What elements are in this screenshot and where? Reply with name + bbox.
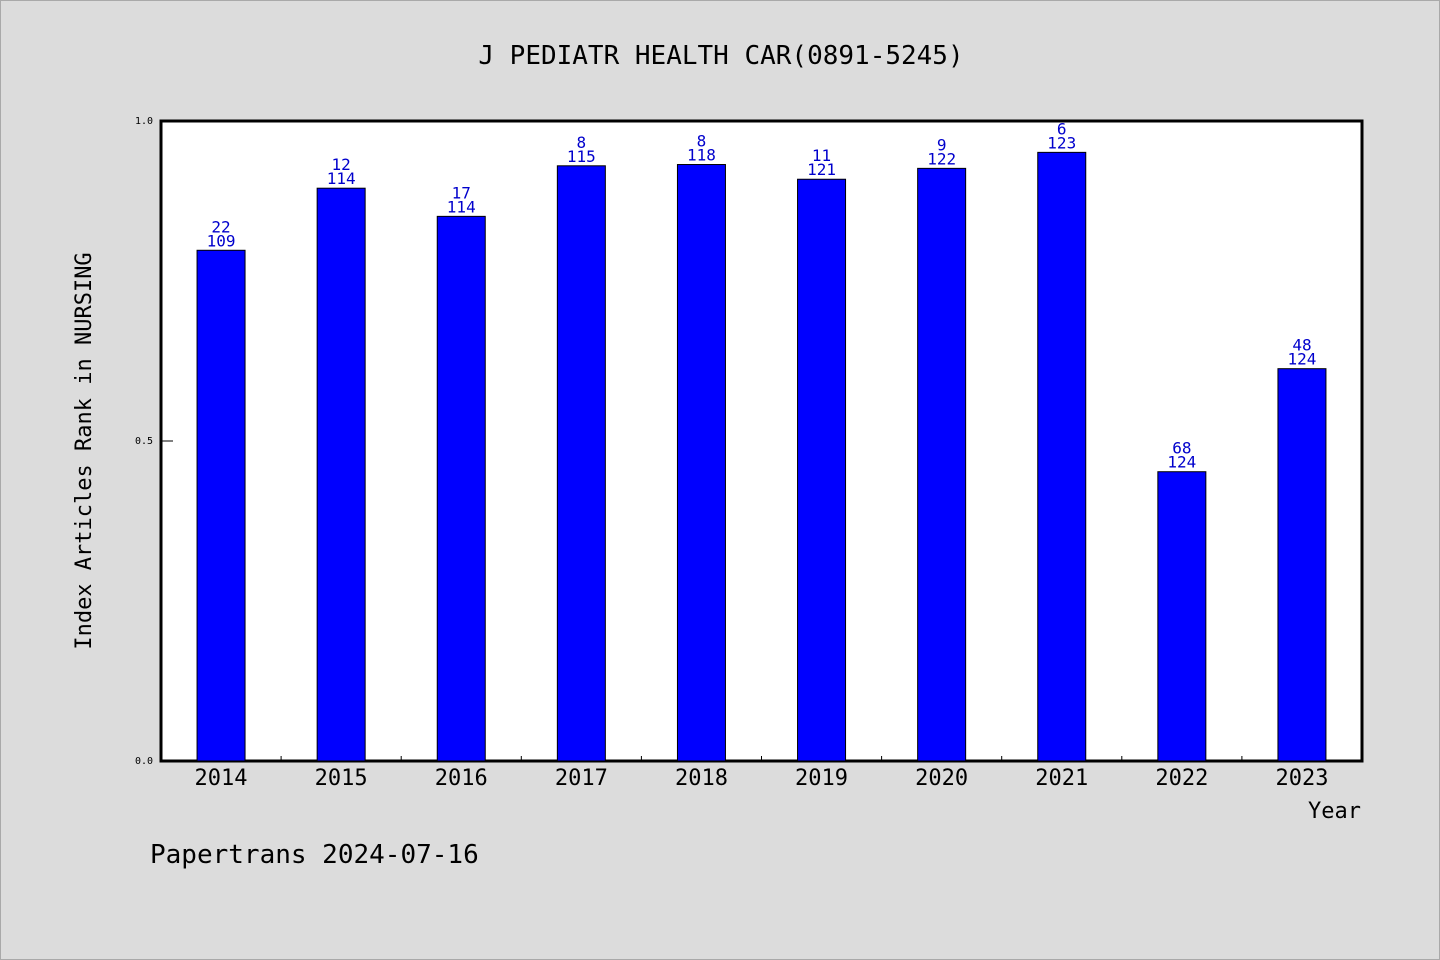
bar-2021 (1037, 151, 1087, 762)
x-tick-label: 2019 (795, 766, 848, 791)
bar-total-label: 109 (207, 231, 236, 250)
bar-total-label: 122 (927, 149, 956, 168)
x-tick-label: 2017 (555, 766, 608, 791)
x-tick-label: 2014 (195, 766, 248, 791)
bar-2023 (1277, 368, 1327, 762)
bar-2015 (316, 187, 366, 762)
x-tick-label: 2023 (1275, 766, 1328, 791)
bar-rank-label: 8 (697, 132, 707, 151)
chart-title: J PEDIATR HEALTH CAR(0891-5245) (478, 41, 963, 71)
bar-rank-label: 8 (577, 133, 587, 152)
x-tick-label: 2016 (435, 766, 488, 791)
x-tick-label: 2018 (675, 766, 728, 791)
bar-2016 (436, 215, 486, 762)
bar-2014 (196, 249, 246, 762)
bar-2018 (676, 164, 726, 762)
bar-rank-label: 9 (937, 135, 947, 154)
bar-total-label: 115 (567, 147, 596, 166)
bar-rank-label: 12 (332, 155, 351, 174)
x-tick-label: 2021 (1035, 766, 1088, 791)
bar-2020 (917, 167, 967, 762)
bar-total-label: 123 (1047, 133, 1076, 152)
bar-rank-label: 6 (1057, 119, 1067, 138)
bar-rank-label: 22 (211, 217, 230, 236)
y-tick-label: 0.0 (135, 756, 153, 767)
bar-rank-label: 68 (1172, 439, 1191, 458)
y-tick-label: 1.0 (135, 116, 153, 127)
y-axis-label: Index Articles Rank in NURSING (72, 252, 97, 649)
bar-rank-label: 17 (452, 183, 471, 202)
x-tick-label: 2020 (915, 766, 968, 791)
y-tick-label: 0.5 (135, 436, 153, 447)
bar-total-label: 121 (807, 160, 836, 179)
x-axis: 2014 2015 2016 2017 2018 2019 2020 2021 2022 2023 (195, 756, 1328, 791)
bar-total-label: 114 (327, 169, 356, 188)
bar-rank-label: 48 (1292, 336, 1311, 355)
x-tick-label: 2015 (315, 766, 368, 791)
bar-total-label: 124 (1167, 453, 1196, 472)
bar-total-label: 114 (447, 197, 476, 216)
bar-total-label: 118 (687, 146, 716, 165)
x-tick-label: 2022 (1155, 766, 1208, 791)
bar-rank-label: 11 (812, 146, 831, 165)
x-axis-label: Year (1308, 799, 1361, 824)
bar-2019 (797, 178, 847, 762)
y-axis: 0.0 0.5 1.0 (135, 116, 173, 767)
bar-total-label: 124 (1287, 350, 1316, 369)
bar-2017 (556, 165, 606, 762)
bar-2022 (1157, 471, 1207, 762)
footer-credit: Papertrans 2024-07-16 (150, 840, 479, 870)
